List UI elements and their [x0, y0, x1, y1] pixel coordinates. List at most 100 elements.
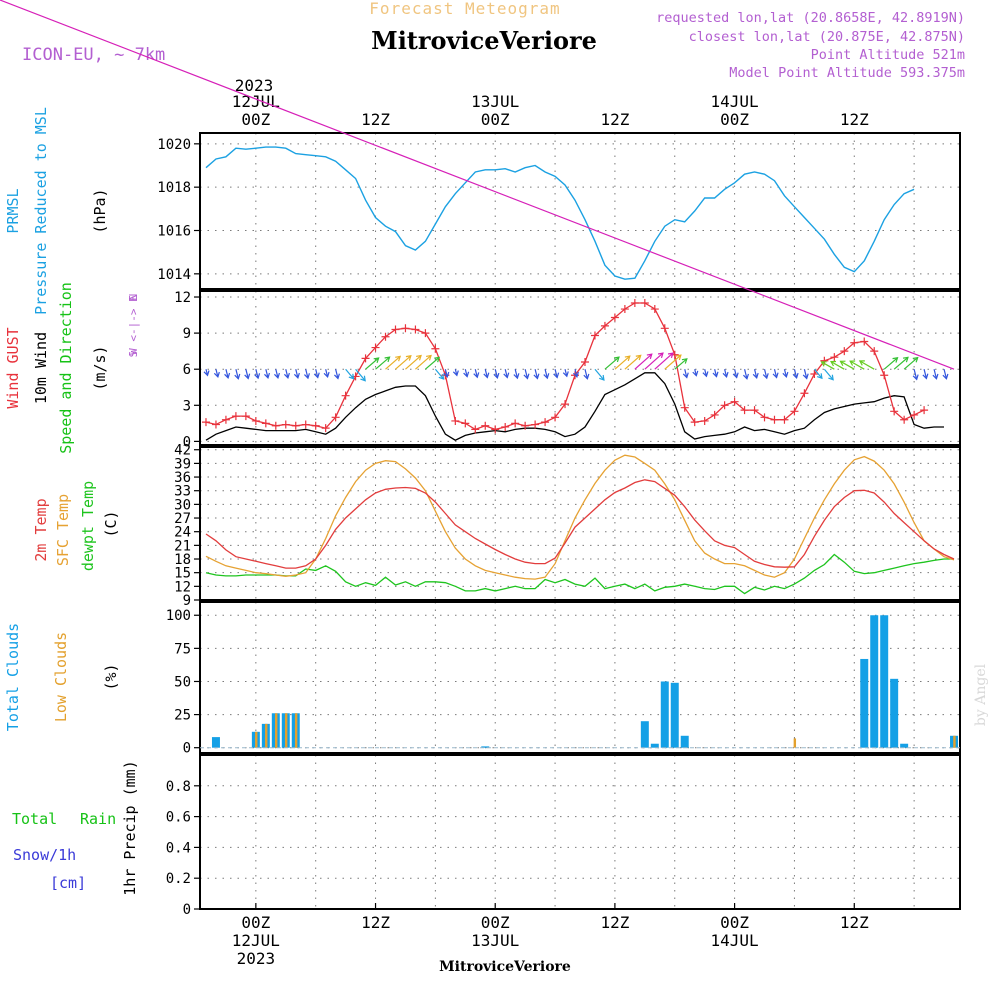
total-cloud-bar [890, 678, 899, 748]
wind-arrow-head [816, 373, 823, 380]
low-cloud-bar [953, 735, 956, 748]
wind-direction-arrow [444, 369, 448, 378]
y-tick-label: 0 [183, 434, 191, 450]
closest-lonlat: closest lon,lat (20.875E, 42.875N) [689, 29, 965, 45]
wind-direction-arrow [753, 369, 758, 378]
wind-direction-arrow [255, 369, 259, 379]
wind-gust-marker [720, 401, 729, 410]
wind-arrow-head [348, 373, 355, 380]
wind-arrow-head [313, 372, 320, 379]
wind-arrow-head [839, 360, 846, 366]
y-tick-label: 12 [174, 290, 191, 306]
wind-direction-arrow [654, 352, 674, 370]
wind-direction-arrow [544, 369, 548, 379]
wind-arrow-head [503, 372, 510, 379]
panel-frame [199, 290, 961, 446]
wind-arrow-head [830, 360, 837, 367]
y-tick-label: 25 [174, 708, 191, 724]
wind-gust-marker [461, 419, 470, 428]
low-cloud-bar [284, 713, 288, 748]
wind-gust-marker [730, 397, 739, 406]
low-cloud-bar [255, 731, 258, 748]
bottom-time-label: 12Z [361, 913, 390, 932]
ylabel-hpa: (hPa) [91, 188, 109, 233]
wind-direction-arrow [734, 369, 738, 378]
y-tick-label: 0.8 [166, 779, 191, 795]
wind-arrow-head [742, 373, 749, 380]
wind-arrow-head [543, 373, 550, 380]
ylabel-low-clouds: Low Clouds [52, 632, 70, 722]
wind-direction-arrow [923, 369, 927, 379]
y-tick-label: 15 [174, 566, 191, 582]
wind-arrow-head [273, 372, 280, 379]
dewpoint-line [205, 553, 954, 595]
wind-arrow-head [523, 373, 530, 380]
wind-direction-arrow [714, 369, 718, 377]
wind-direction-arrow [494, 369, 498, 378]
total-cloud-bar [880, 615, 889, 748]
wind-gust-marker [241, 412, 250, 421]
wind-gust-marker [620, 305, 629, 314]
wind-arrow-head [572, 371, 579, 379]
wind-gust-marker [551, 413, 560, 422]
wind-direction-arrow [215, 369, 219, 378]
wind-arrow-head [493, 372, 500, 379]
wind-gust-marker [541, 418, 550, 427]
y-tick-label: 6 [183, 362, 191, 378]
y-tick-label: 24 [174, 525, 191, 541]
wind-arrow-head [533, 373, 540, 380]
wind-arrow-head [416, 354, 422, 361]
wind-direction-arrow [514, 369, 518, 379]
ylabel-wind-gust: Wind GUST [4, 327, 22, 408]
wind-gust-marker [401, 324, 410, 333]
wind-gust-marker [680, 403, 689, 412]
wind-gust-marker [231, 412, 240, 421]
wind-gust-marker [590, 331, 599, 340]
wind-arrow-head [624, 355, 631, 362]
total-cloud-bar [680, 735, 689, 748]
wind-direction-arrow [933, 369, 938, 379]
wind-gust-marker [261, 419, 270, 428]
bottom-time-label: 12JUL [232, 931, 280, 950]
wind-arrow-head [452, 370, 459, 377]
wind-gust-marker [411, 325, 420, 334]
wind-gust-marker [481, 421, 490, 430]
y-tick-label: 39 [174, 456, 191, 472]
wind-direction-arrow [859, 360, 875, 370]
wind-gust-marker [201, 418, 210, 427]
wind-direction-arrow [644, 352, 664, 370]
y-tick-label: 0.4 [166, 840, 191, 856]
compass-we: W <-|-> E [127, 295, 140, 355]
wind-direction-arrow [840, 360, 855, 370]
wind-direction-arrow [724, 369, 728, 378]
y-tick-label: 75 [174, 641, 191, 657]
wind-gust-marker [531, 420, 540, 429]
wind-gust-marker [431, 344, 440, 353]
low-cloud-bar [294, 713, 298, 748]
wind-direction-arrow [604, 356, 620, 370]
wind-gust-marker [341, 391, 350, 400]
wind-gust-marker [501, 422, 510, 431]
wind-direction-arrow [245, 369, 249, 379]
wind-direction-arrow [624, 354, 642, 370]
wind-arrow-head [438, 373, 445, 380]
ylabel-celsius: (C) [102, 510, 120, 537]
wind-direction-arrow [415, 355, 432, 370]
top-time-label: 12Z [600, 110, 629, 129]
wind-direction-arrow [903, 357, 919, 370]
wind-gust-marker [850, 338, 859, 347]
y-tick-label: 18 [174, 552, 191, 568]
wind-gust-marker [281, 420, 290, 429]
wind-gust-marker [690, 418, 699, 427]
top-time-label: 14JUL [711, 92, 759, 111]
wind-arrow-head [384, 356, 391, 363]
wind-gust-marker [391, 325, 400, 334]
wind-direction-arrow [943, 369, 948, 379]
wind-arrow-head [599, 374, 605, 381]
wind-gust-marker [640, 299, 649, 308]
wind-arrow-head [772, 372, 779, 379]
wind-direction-arrow [325, 369, 329, 378]
legend-snow: Snow/1h [13, 846, 76, 864]
bottom-time-label: 14JUL [711, 931, 759, 950]
